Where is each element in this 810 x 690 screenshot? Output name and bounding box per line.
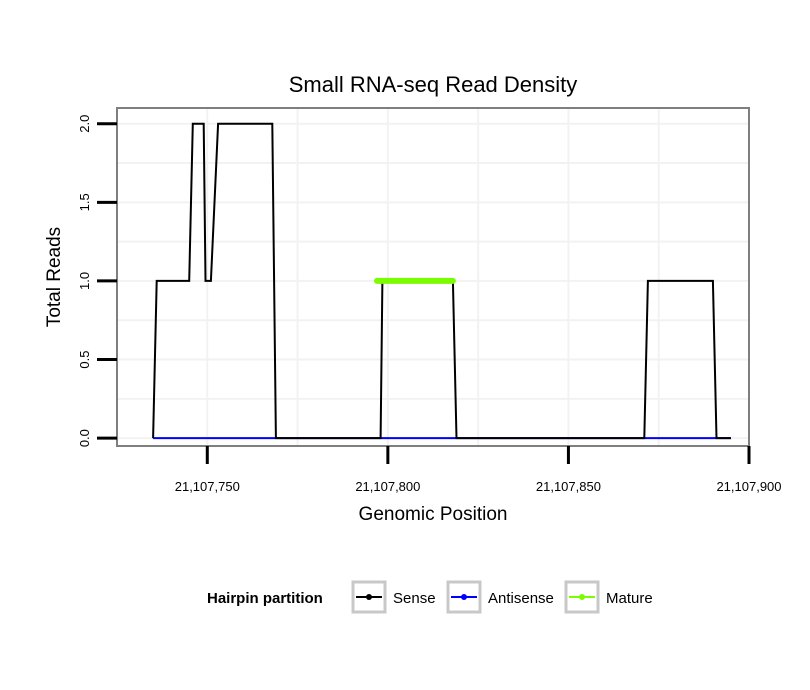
y-tick-label-3: 1.5: [77, 193, 92, 211]
legend-label-sense: Sense: [393, 590, 436, 607]
y-axis-title: Total Reads: [44, 227, 65, 327]
legend-swatch-antisense-dot: [461, 594, 467, 600]
y-axis: 0.0 0.5 1.0 1.5 2.0: [77, 115, 117, 447]
plot-area: [116, 107, 750, 447]
legend-swatch-mature-dot: [579, 594, 585, 600]
legend-label-mature: Mature: [606, 590, 653, 607]
x-tick-label-1: 21,107,800: [355, 479, 420, 494]
legend-item-antisense: Antisense: [446, 580, 554, 614]
legend-swatch-sense-dot: [366, 594, 372, 600]
x-tick-label-2: 21,107,850: [536, 479, 601, 494]
x-axis: 21,107,750 21,107,800 21,107,850 21,107,900: [175, 446, 782, 494]
y-tick-label-0: 0.0: [77, 429, 92, 447]
data-series: [152, 122, 731, 440]
legend-item-sense: Sense: [351, 580, 436, 614]
legend: Hairpin partition Sense Antisense Mature: [207, 580, 653, 614]
legend-item-mature: Mature: [564, 580, 653, 614]
y-tick-label-2: 1.0: [77, 272, 92, 290]
plot-background: [116, 107, 750, 447]
x-axis-title: Genomic Position: [359, 504, 508, 525]
legend-title: Hairpin partition: [207, 590, 323, 607]
chart-title: Small RNA-seq Read Density: [289, 72, 578, 97]
series-line-sense: [152, 122, 731, 440]
x-tick-label-0: 21,107,750: [175, 479, 240, 494]
x-tick-label-3: 21,107,900: [716, 479, 781, 494]
y-tick-label-4: 2.0: [77, 115, 92, 133]
y-tick-label-1: 0.5: [77, 350, 92, 368]
legend-label-antisense: Antisense: [488, 590, 554, 607]
